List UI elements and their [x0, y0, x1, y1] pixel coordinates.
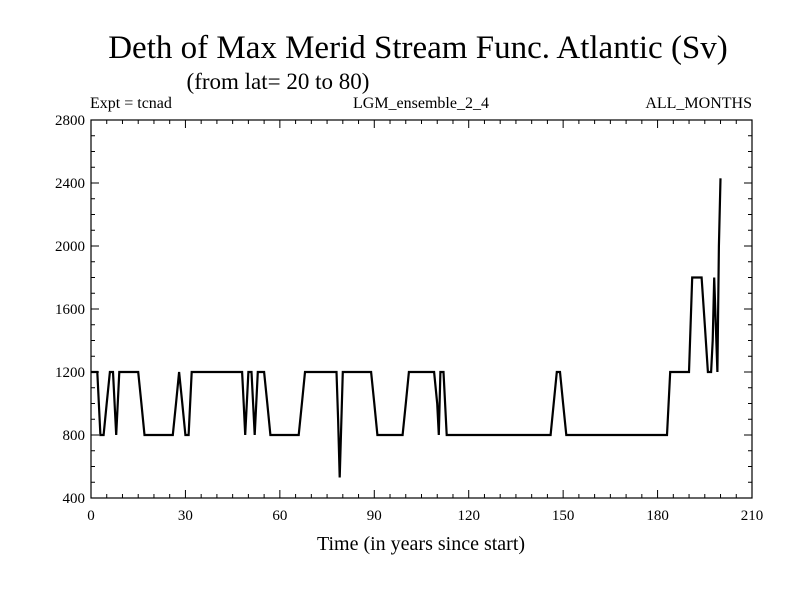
- x-tick-label: 90: [367, 508, 382, 524]
- plot-frame: [90, 119, 753, 499]
- header-ensemble: LGM_ensemble_2_4: [353, 95, 489, 112]
- x-tick-label: 180: [646, 508, 669, 524]
- y-tick-label: 2400: [55, 176, 85, 192]
- x-tick-label: 0: [87, 508, 95, 524]
- x-tick-label: 210: [741, 508, 764, 524]
- x-tick-label: 60: [272, 508, 287, 524]
- x-axis: 0 30 60 90 120 150 180 210: [87, 120, 763, 524]
- header-experiment: Expt = tcnad: [90, 95, 172, 112]
- x-tick-label: 30: [178, 508, 193, 524]
- y-axis: 400 800 1200 1600 2000 2400 2800: [55, 113, 752, 507]
- x-axis-label: Time (in years since start): [317, 533, 525, 555]
- series-line: [91, 178, 722, 478]
- chart-subtitle: (from lat= 20 to 80): [187, 69, 370, 94]
- y-tick-label: 2000: [55, 239, 85, 255]
- y-tick-label: 1600: [55, 302, 85, 318]
- y-tick-label: 1200: [55, 365, 85, 381]
- header-months: ALL_MONTHS: [645, 95, 752, 112]
- y-tick-label: 400: [63, 491, 86, 507]
- series-group: [91, 178, 722, 478]
- y-tick-label: 2800: [55, 113, 85, 129]
- x-tick-label: 150: [552, 508, 575, 524]
- x-tick-label: 120: [457, 508, 480, 524]
- chart-title: Deth of Max Merid Stream Func. Atlantic …: [108, 30, 728, 66]
- y-tick-label: 800: [63, 428, 86, 444]
